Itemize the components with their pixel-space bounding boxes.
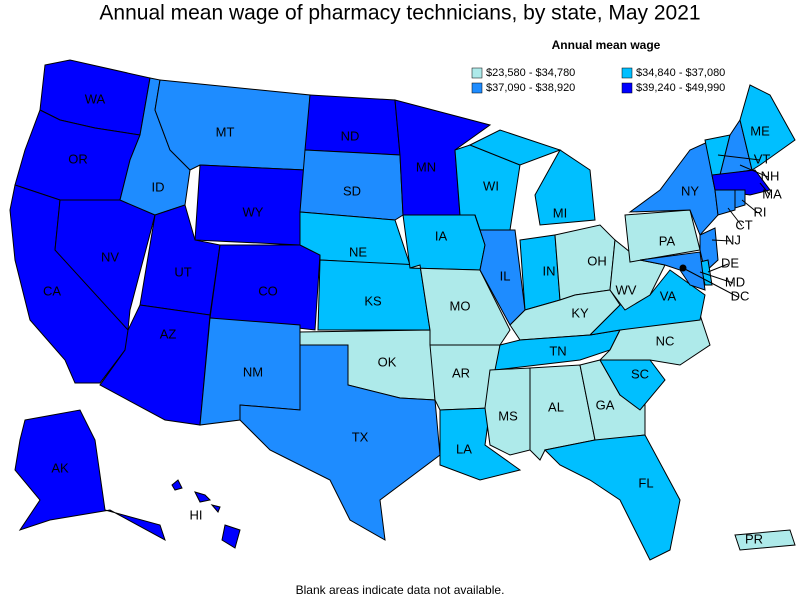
leader-line	[711, 239, 732, 242]
state-region	[194, 491, 212, 503]
legend-label: $37,090 - $38,920	[486, 82, 575, 94]
state-label: GA	[596, 397, 615, 412]
state-label: PA	[659, 233, 676, 248]
state-label: IL	[500, 268, 511, 283]
state-label: KY	[571, 305, 589, 320]
state-label: IN	[543, 263, 556, 278]
state-region	[299, 149, 404, 221]
state-label: OK	[378, 354, 397, 369]
labels: WA OR CA NV ID MT WY UT CO AZ NM ND SD NE KS OK TX MN IA MO…	[43, 91, 782, 546]
state-label: DE	[721, 255, 739, 270]
state-label: TX	[352, 429, 369, 444]
legend-swatch	[621, 67, 633, 79]
state-region	[239, 344, 441, 541]
state-label: MS	[498, 408, 518, 423]
state-label: MD	[725, 274, 745, 289]
legend-label: $34,840 - $37,080	[636, 67, 725, 79]
map-title: Annual mean wage of pharmacy technicians…	[99, 2, 700, 25]
state-label: RI	[754, 204, 767, 219]
leader-line	[739, 164, 769, 178]
state-label: SC	[631, 366, 649, 381]
state-label: ID	[152, 179, 165, 194]
state-label: NC	[656, 333, 675, 348]
state-label: NY	[681, 183, 699, 198]
state-label: NH	[761, 168, 780, 183]
state-label: OR	[68, 151, 88, 166]
legend-swatch	[471, 82, 483, 94]
state-label: VA	[660, 288, 677, 303]
state-label: HI	[190, 507, 203, 522]
legend-swatch	[621, 82, 633, 94]
state-label: NJ	[725, 232, 741, 247]
state-label: MN	[416, 159, 436, 174]
state-label: WY	[243, 204, 264, 219]
state-label: KS	[364, 293, 382, 308]
legend-label: $39,240 - $49,990	[636, 82, 725, 94]
state-label: NV	[101, 249, 119, 264]
leader-line	[741, 199, 759, 214]
leader-line	[699, 271, 734, 284]
leader-line	[727, 207, 743, 227]
state-label: MT	[216, 124, 235, 139]
state-label: LA	[456, 441, 472, 456]
state-region	[714, 189, 736, 216]
state-label: SD	[343, 183, 361, 198]
leader-line	[759, 182, 771, 196]
state-label: CA	[43, 283, 61, 298]
state-label: NM	[243, 364, 263, 379]
state-label: WI	[483, 178, 499, 193]
state-label: IA	[435, 228, 448, 243]
state-label: TN	[549, 343, 566, 358]
state-region	[639, 251, 706, 291]
state-region	[221, 524, 241, 549]
state-region	[534, 149, 596, 226]
state-label: DC	[731, 288, 750, 303]
state-label: PR	[745, 531, 763, 546]
leader-line	[707, 263, 729, 273]
state-label: ME	[750, 123, 770, 138]
state-region	[543, 434, 681, 561]
legend-swatch	[471, 67, 483, 79]
state-label: MI	[553, 205, 567, 220]
state-label: ND	[341, 128, 360, 143]
state-region	[14, 409, 166, 542]
state-label: WA	[85, 91, 106, 106]
legend-title: Annual mean wage	[552, 38, 661, 52]
legend: $23,580 - $34,780 $34,840 - $37,080 $37,09…	[471, 67, 725, 94]
state-label: CT	[735, 217, 752, 232]
state-label: FL	[638, 475, 653, 490]
state-label: MA	[762, 186, 782, 201]
state-label: CO	[258, 283, 278, 298]
state-label: AR	[452, 365, 470, 380]
state-region	[734, 189, 746, 209]
state-region	[209, 244, 321, 331]
legend-label: $23,580 - $34,780	[486, 67, 575, 79]
state-region	[210, 504, 221, 513]
state-label: AZ	[160, 326, 177, 341]
state-label: VT	[754, 151, 771, 166]
state-label: UT	[174, 264, 191, 279]
leader-line	[682, 267, 739, 298]
state-region	[304, 94, 401, 156]
states	[9, 59, 796, 561]
state-label: AL	[548, 399, 564, 414]
state-region	[468, 129, 562, 166]
state-label: MO	[450, 298, 471, 313]
state-label: WV	[616, 282, 637, 297]
state-label: NE	[349, 244, 367, 259]
state-label: AK	[51, 460, 69, 475]
leader-line	[717, 154, 761, 161]
footnote: Blank areas indicate data not available.	[296, 583, 505, 597]
state-region	[711, 169, 771, 196]
state-region	[734, 529, 796, 551]
state-label: OH	[587, 253, 607, 268]
state-region	[171, 479, 183, 491]
